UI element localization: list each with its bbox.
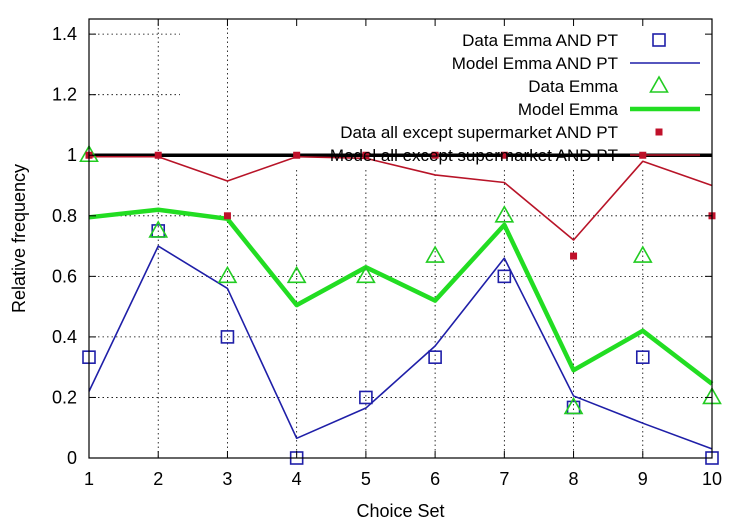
y-tick-label: 1 <box>67 145 77 165</box>
y-tick-label: 0.8 <box>52 206 77 226</box>
data-point <box>148 220 169 238</box>
data-point <box>362 151 370 159</box>
data-point <box>635 350 650 364</box>
legend-label: Model Emma <box>518 100 619 119</box>
legend-label: Data Emma <box>528 77 618 96</box>
data-point <box>356 265 376 284</box>
data-point <box>494 205 515 223</box>
legend-label: Model all except supermarket AND PT <box>330 146 618 165</box>
x-tick-label: 7 <box>499 469 509 489</box>
data-point <box>293 151 301 159</box>
data-point <box>431 151 439 159</box>
series-line-1 <box>88 245 713 450</box>
data-point <box>500 151 508 159</box>
x-tick-label: 8 <box>569 469 579 489</box>
x-tick-label: 1 <box>84 469 94 489</box>
data-point <box>154 151 162 159</box>
data-point <box>359 390 373 405</box>
legend-label: Data all except supermarket AND PT <box>340 123 618 142</box>
legend-label: Model Emma AND PT <box>452 54 618 73</box>
ticks: 1 2 3 4 5 6 7 8 9 10 0 0.2 0.4 0.6 0.8 1 1.2 1.4 <box>52 19 722 489</box>
y-axis-title: Relative frequency <box>9 164 29 313</box>
x-tick-label: 6 <box>430 469 440 489</box>
x-tick-label: 9 <box>638 469 648 489</box>
y-tick-label: 0.2 <box>52 387 77 407</box>
legend-swatch-marker <box>655 128 663 136</box>
plot-frame <box>88 18 713 459</box>
legend-label: Data Emma AND PT <box>462 31 618 50</box>
x-tick-label: 5 <box>361 469 371 489</box>
y-tick-label: 1.2 <box>52 85 77 105</box>
data-point <box>428 350 442 364</box>
data-point <box>632 245 653 263</box>
legend-swatch-marker <box>652 33 666 47</box>
legend: Data Emma AND PT Model Emma AND PT Data Em… <box>330 31 700 165</box>
data-point <box>425 245 445 263</box>
data-point <box>223 212 231 220</box>
data-point <box>497 269 512 284</box>
y-tick-label: 0.4 <box>52 327 77 347</box>
x-tick-label: 3 <box>222 469 232 489</box>
data-point <box>570 252 578 260</box>
y-tick-label: 0.6 <box>52 266 77 286</box>
data-point <box>563 396 584 415</box>
x-tick-label: 10 <box>702 469 722 489</box>
x-tick-label: 2 <box>153 469 163 489</box>
data-point <box>220 330 235 344</box>
x-axis-title: Choice Set <box>356 501 444 521</box>
y-tick-label: 0 <box>67 448 77 468</box>
y-tick-label: 1.4 <box>52 24 77 44</box>
series-line-3 <box>88 207 714 386</box>
legend-swatch-marker <box>649 75 669 93</box>
data-point <box>217 265 238 284</box>
x-tick-label: 4 <box>292 469 302 489</box>
data-point <box>286 265 307 284</box>
series-line-5 <box>89 155 713 241</box>
